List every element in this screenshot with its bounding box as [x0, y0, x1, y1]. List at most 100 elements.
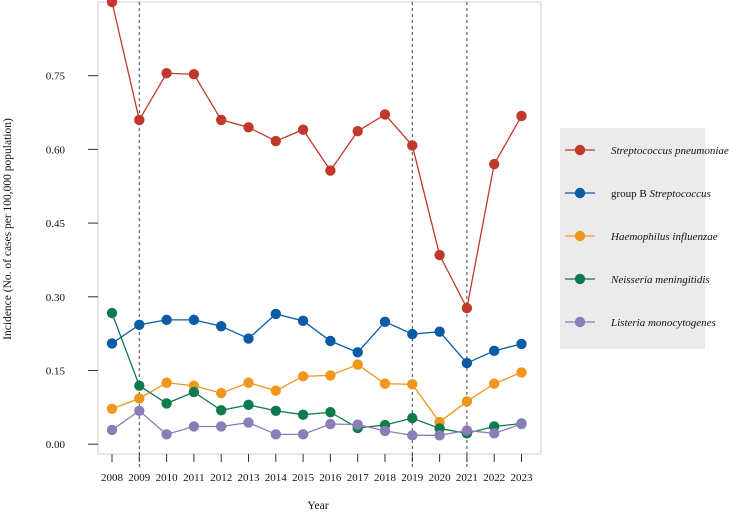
x-axis: 2008 2009 2010 2011 2012 2013 2014 2015 2016 2017… — [101, 454, 533, 484]
legend-marker — [574, 144, 586, 156]
data-point — [161, 314, 172, 326]
x-tick-label: 2016 — [319, 472, 342, 484]
data-point — [188, 421, 200, 432]
data-point — [325, 165, 336, 176]
data-point — [516, 338, 527, 350]
data-point — [161, 429, 172, 440]
data-point — [461, 425, 473, 436]
data-point — [270, 308, 281, 320]
x-tick-label: 2019 — [401, 472, 424, 484]
legend: Streptococcus pneumoniae group B Streptoc… — [560, 128, 729, 349]
series-line — [111, 363, 522, 423]
data-point — [134, 114, 145, 126]
data-point — [516, 367, 527, 378]
legend-marker — [574, 273, 586, 285]
data-point — [270, 135, 281, 147]
data-point — [461, 357, 473, 369]
data-point — [434, 249, 445, 261]
data-point — [106, 338, 118, 349]
data-point — [352, 359, 363, 370]
data-point — [134, 405, 145, 416]
reference-lines — [138, 2, 468, 468]
x-tick-label: 2008 — [101, 472, 124, 484]
data-point — [325, 335, 336, 347]
data-point — [297, 409, 309, 420]
data-point — [461, 302, 473, 314]
y-tick-label: 0.00 — [46, 439, 66, 451]
series-line — [111, 1, 523, 311]
data-point — [243, 377, 254, 388]
y-axis: 0.00 0.15 0.30 0.45 0.60 0.75 — [46, 71, 98, 451]
y-tick-label: 0.45 — [46, 218, 66, 230]
series-streptococcus-pneumoniae — [106, 0, 527, 314]
data-point — [270, 429, 281, 440]
series-line — [111, 312, 522, 435]
legend-marker — [574, 230, 586, 242]
data-point — [407, 328, 418, 340]
data-point — [243, 399, 254, 411]
x-tick-label: 2018 — [374, 472, 397, 484]
data-point — [407, 379, 418, 390]
data-point — [489, 378, 500, 389]
legend-label: Haemophilus influenzae — [610, 231, 718, 243]
x-tick-label: 2013 — [238, 472, 261, 484]
data-point — [106, 403, 118, 414]
data-point — [297, 371, 309, 382]
data-point — [161, 377, 172, 388]
data-point — [188, 69, 200, 80]
data-point — [379, 378, 391, 389]
x-tick-label: 2011 — [183, 472, 205, 484]
data-point — [325, 407, 336, 418]
data-point — [352, 347, 363, 358]
x-tick-label: 2014 — [265, 472, 288, 484]
x-tick-label: 2010 — [156, 472, 179, 484]
series-listeria-monocytogenes — [106, 405, 527, 441]
legend-item: Haemophilus influenzae — [565, 230, 718, 243]
data-point — [352, 419, 363, 430]
series-neisseria-meningitidis — [106, 307, 527, 439]
data-point — [134, 319, 145, 330]
x-tick-label: 2021 — [456, 472, 478, 484]
data-point — [325, 370, 336, 381]
legend-item: group B Streptococcus — [565, 187, 711, 200]
data-point — [379, 109, 391, 120]
x-tick-label: 2009 — [128, 472, 151, 484]
x-tick-label: 2023 — [511, 472, 534, 484]
data-point — [216, 405, 227, 416]
data-point — [134, 393, 145, 404]
y-tick-label: 0.15 — [46, 365, 66, 377]
legend-item: Streptococcus pneumoniae — [565, 144, 729, 157]
data-point — [106, 0, 118, 8]
x-tick-label: 2020 — [429, 472, 452, 484]
legend-marker — [574, 187, 586, 199]
data-point — [161, 68, 172, 79]
data-point — [270, 405, 281, 416]
data-point — [434, 430, 445, 441]
data-point — [297, 124, 309, 135]
legend-label: Neisseria meningitidis — [610, 274, 710, 286]
data-point — [352, 126, 363, 137]
data-point — [325, 418, 336, 430]
data-point — [270, 385, 281, 396]
data-point — [216, 421, 227, 432]
data-point — [243, 417, 254, 428]
series-line — [111, 313, 522, 364]
data-point — [379, 316, 391, 328]
data-point — [379, 425, 391, 437]
legend-label: group B Streptococcus — [611, 188, 711, 200]
data-point — [516, 418, 527, 430]
legend-label: Streptococcus pneumoniae — [611, 145, 729, 157]
data-point — [407, 140, 418, 151]
x-tick-label: 2022 — [483, 472, 505, 484]
data-point — [297, 315, 309, 327]
data-point — [243, 122, 254, 133]
series-line — [111, 409, 522, 436]
data-point — [188, 314, 200, 326]
data-point — [489, 345, 500, 357]
data-point — [516, 110, 527, 122]
data-point — [216, 114, 227, 126]
plot-panel — [97, 1, 542, 455]
data-point — [489, 158, 500, 170]
